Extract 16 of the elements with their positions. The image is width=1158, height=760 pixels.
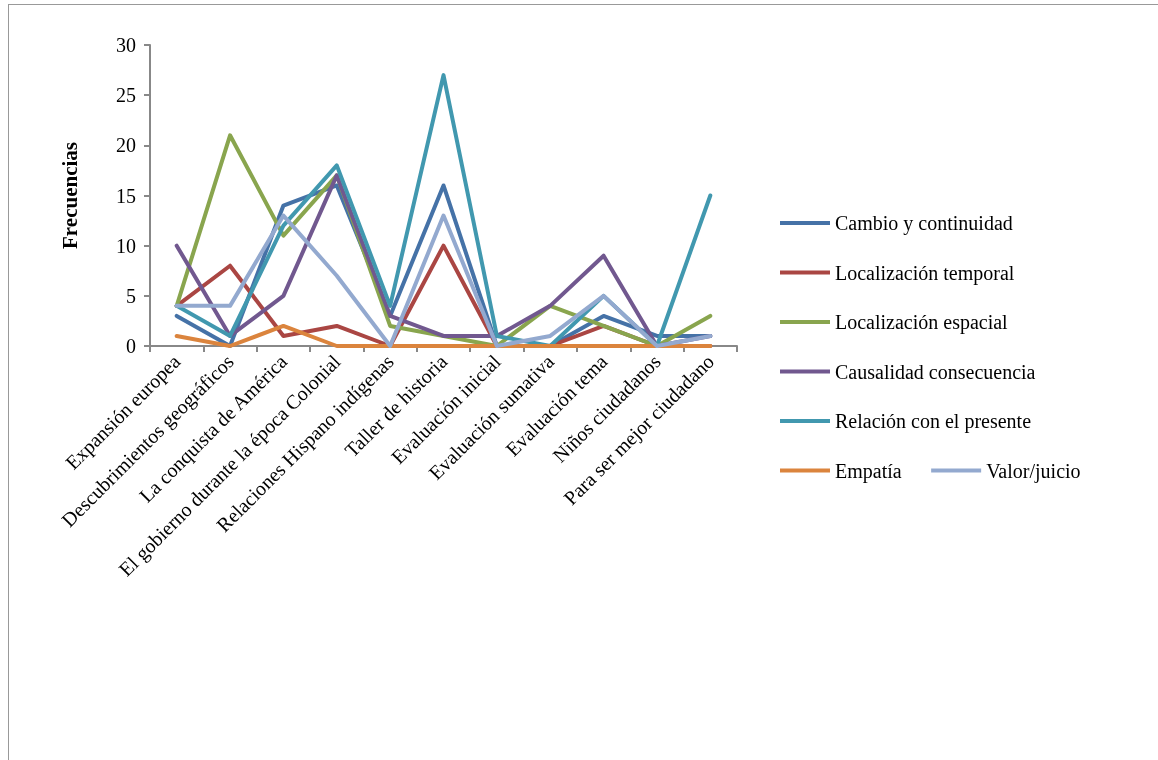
y-tick-label: 10	[116, 234, 136, 257]
y-tick-label: 30	[116, 34, 136, 56]
legend-label: Cambio y continuidad	[835, 212, 1013, 235]
legend-label: Relación con el presente	[835, 410, 1032, 433]
y-axis-title: Frecuencias	[57, 142, 82, 249]
y-tick-label: 5	[126, 284, 136, 307]
legend-label: Causalidad consecuencia	[835, 360, 1036, 383]
y-tick-label: 20	[116, 134, 136, 157]
legend-label: Empatía	[835, 459, 902, 483]
legend-label: Localización temporal	[835, 261, 1015, 285]
legend-label: Localización espacial	[835, 311, 1009, 334]
line-series	[174, 213, 713, 348]
y-tick-label: 0	[126, 335, 136, 357]
legend-label: Valor/juicio	[986, 459, 1081, 483]
y-tick-label: 25	[116, 84, 136, 107]
y-tick-label: 15	[116, 184, 136, 207]
